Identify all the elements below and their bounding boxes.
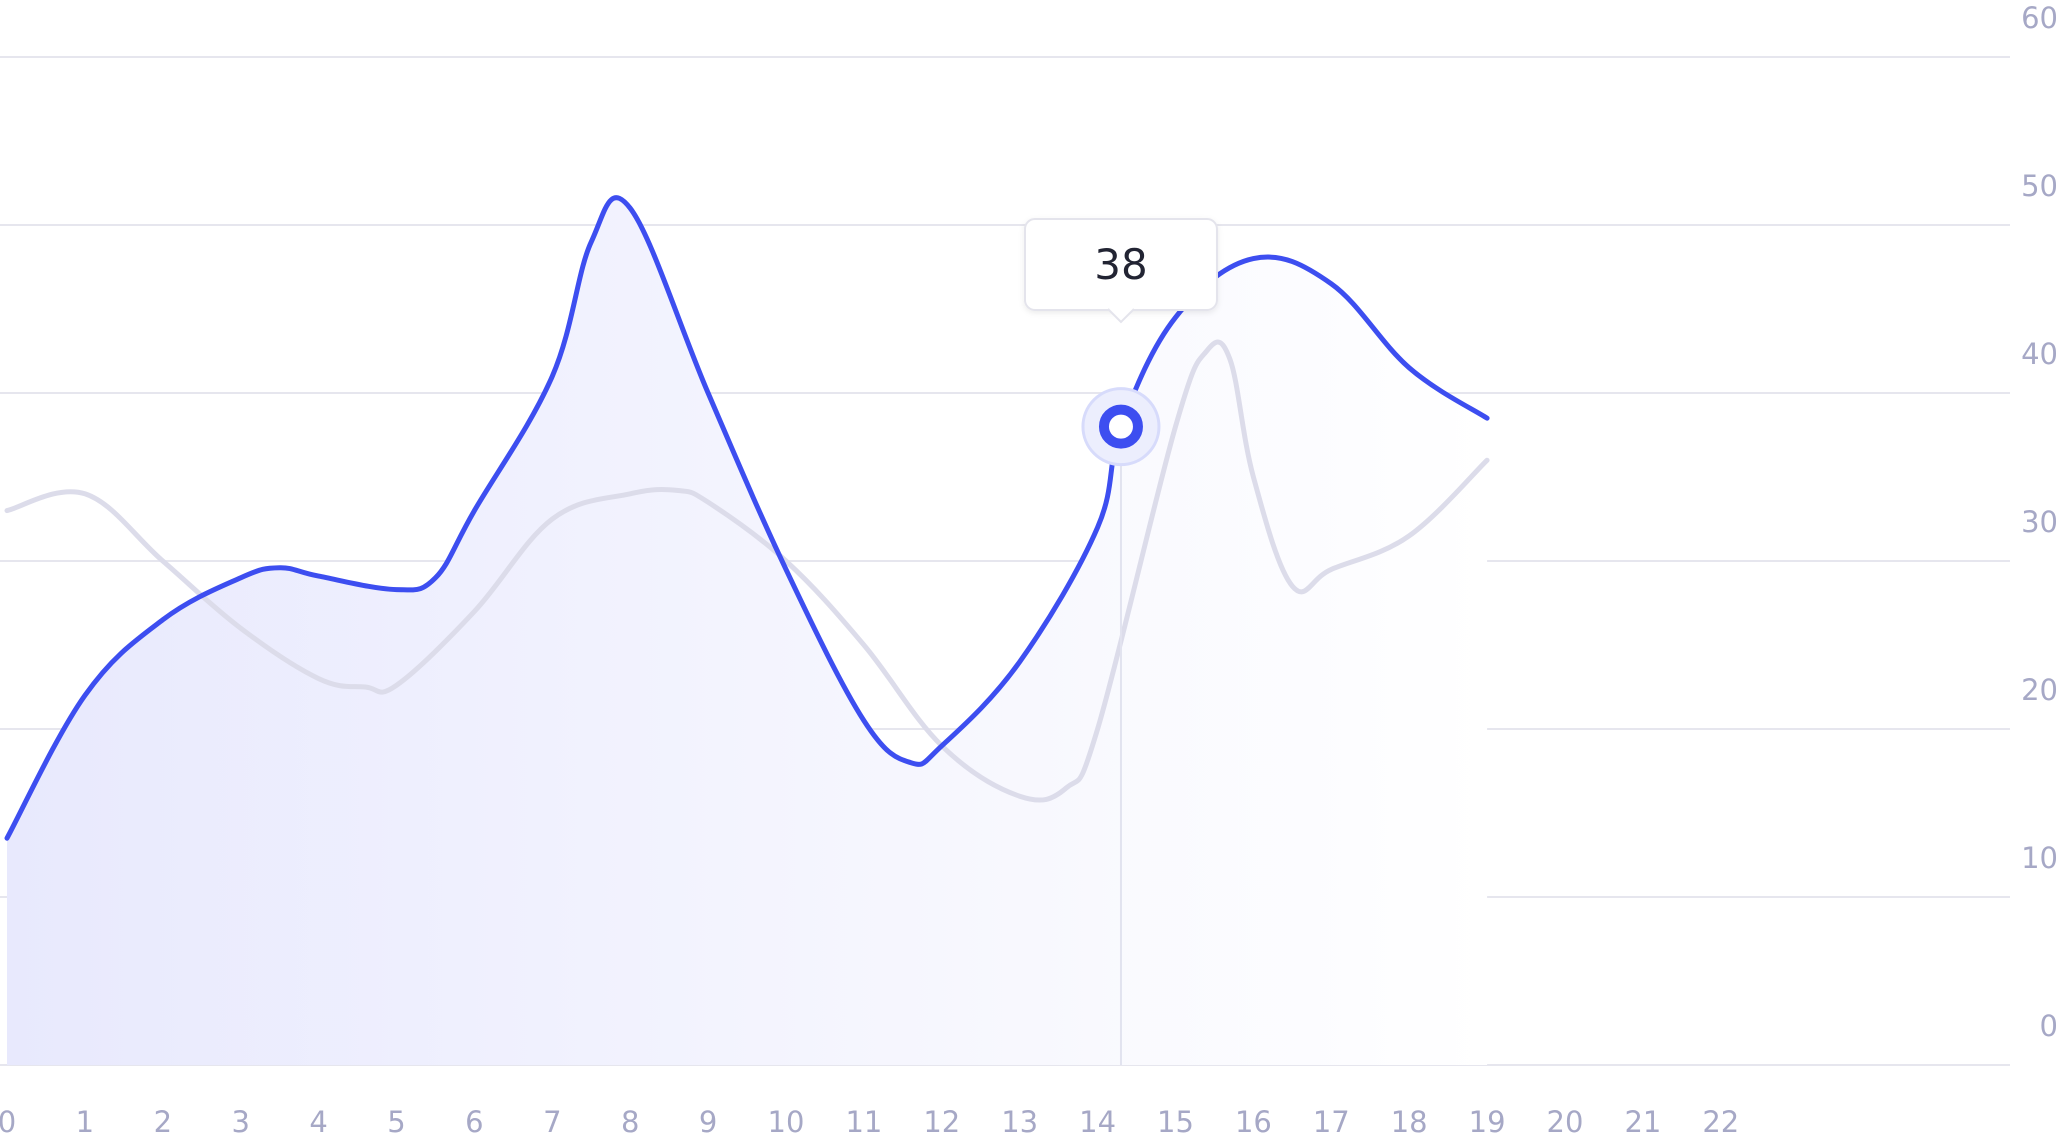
x-tick-label: 20 <box>1547 1105 1584 1139</box>
x-tick-label: 17 <box>1313 1105 1350 1139</box>
y-tick-label: 40 <box>2021 337 2058 371</box>
y-tick-label: 10 <box>2021 841 2058 875</box>
y-axis: 0 10 20 30 40 50 60 <box>2021 1 2058 1043</box>
x-tick-label: 2 <box>154 1105 172 1139</box>
x-tick-label: 7 <box>543 1105 561 1139</box>
x-tick-label: 14 <box>1079 1105 1116 1139</box>
x-tick-label: 19 <box>1469 1105 1506 1139</box>
tooltip-value: 38 <box>1094 240 1147 289</box>
value-tooltip: 38 <box>1023 218 1218 324</box>
primary-series-area <box>7 197 1488 1065</box>
x-tick-label: 0 <box>0 1105 16 1139</box>
x-tick-label: 16 <box>1235 1105 1272 1139</box>
x-tick-label: 21 <box>1624 1105 1661 1139</box>
x-axis: 0 1 2 3 4 5 6 7 8 9 10 11 12 13 14 15 16 17 18 19 20 21 22 <box>0 1105 1739 1139</box>
x-tick-label: 9 <box>699 1105 717 1139</box>
hover-point[interactable] <box>1098 404 1143 449</box>
y-tick-label: 20 <box>2021 673 2058 707</box>
x-tick-label: 18 <box>1391 1105 1428 1139</box>
y-tick-label: 50 <box>2021 169 2058 203</box>
comparison-series-line <box>4 339 1490 803</box>
x-tick-label: 15 <box>1157 1105 1194 1139</box>
x-tick-label: 1 <box>76 1105 94 1139</box>
x-tick-label: 12 <box>923 1105 960 1139</box>
x-tick-label: 6 <box>465 1105 483 1139</box>
x-tick-label: 5 <box>387 1105 405 1139</box>
x-tick-label: 10 <box>768 1105 805 1139</box>
x-tick-label: 13 <box>1001 1105 1038 1139</box>
x-tick-label: 11 <box>845 1105 882 1139</box>
primary-series-line <box>4 195 1490 841</box>
y-tick-label: 60 <box>2021 1 2058 35</box>
y-tick-label: 0 <box>2040 1009 2058 1043</box>
x-tick-label: 3 <box>231 1105 249 1139</box>
x-tick-label: 4 <box>309 1105 327 1139</box>
x-tick-label: 22 <box>1702 1105 1739 1139</box>
x-tick-label: 8 <box>621 1105 639 1139</box>
y-tick-label: 30 <box>2021 505 2058 539</box>
tooltip-pointer <box>1107 308 1135 324</box>
